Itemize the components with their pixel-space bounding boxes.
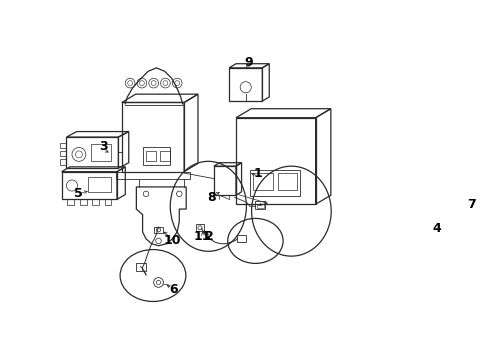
Text: 4: 4 [432,222,441,235]
Text: 6: 6 [170,283,178,296]
Text: 7: 7 [467,198,476,211]
Text: 5: 5 [74,187,83,201]
Text: 9: 9 [244,56,253,69]
Text: 10: 10 [164,234,181,247]
Text: 3: 3 [99,140,107,153]
Text: 8: 8 [207,191,216,204]
Text: 1: 1 [254,167,263,180]
Text: 11: 11 [194,230,212,243]
Text: 2: 2 [205,230,214,243]
